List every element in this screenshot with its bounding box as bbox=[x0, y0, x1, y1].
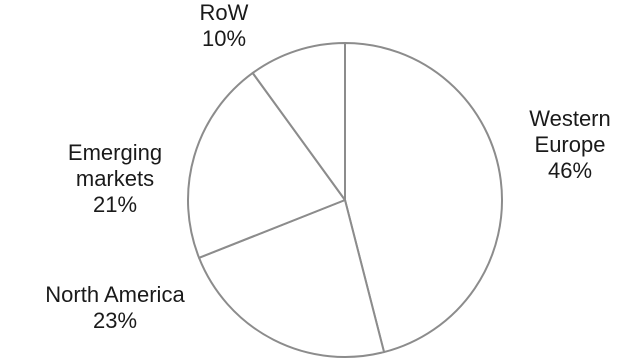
slice-category-label: markets bbox=[76, 166, 154, 191]
slice-label-3: RoW 10% bbox=[200, 0, 249, 51]
slice-category-label: Europe bbox=[535, 132, 606, 157]
pie-slices bbox=[187, 42, 504, 358]
slice-category-label: Emerging bbox=[68, 140, 162, 165]
slice-label-0: Western Europe 46% bbox=[529, 106, 611, 183]
slice-value-label: 10% bbox=[202, 26, 246, 51]
slice-value-label: 23% bbox=[93, 308, 137, 333]
slice-value-label: 46% bbox=[548, 158, 592, 183]
pie-slice-3 bbox=[251, 42, 346, 201]
slice-label-1: North America 23% bbox=[45, 282, 185, 333]
slice-value-label: 21% bbox=[93, 192, 137, 217]
pie-labels: Western Europe 46% North America 23% Emerging… bbox=[45, 0, 610, 333]
slice-category-label: RoW bbox=[200, 0, 249, 25]
slice-category-label: North America bbox=[45, 282, 185, 307]
pie-slice-0 bbox=[344, 42, 504, 354]
pie-slice-2 bbox=[187, 71, 346, 259]
slice-category-label: Western bbox=[529, 106, 611, 131]
slice-label-2: Emerging markets 21% bbox=[68, 140, 162, 217]
pie-slice-1 bbox=[198, 199, 386, 358]
